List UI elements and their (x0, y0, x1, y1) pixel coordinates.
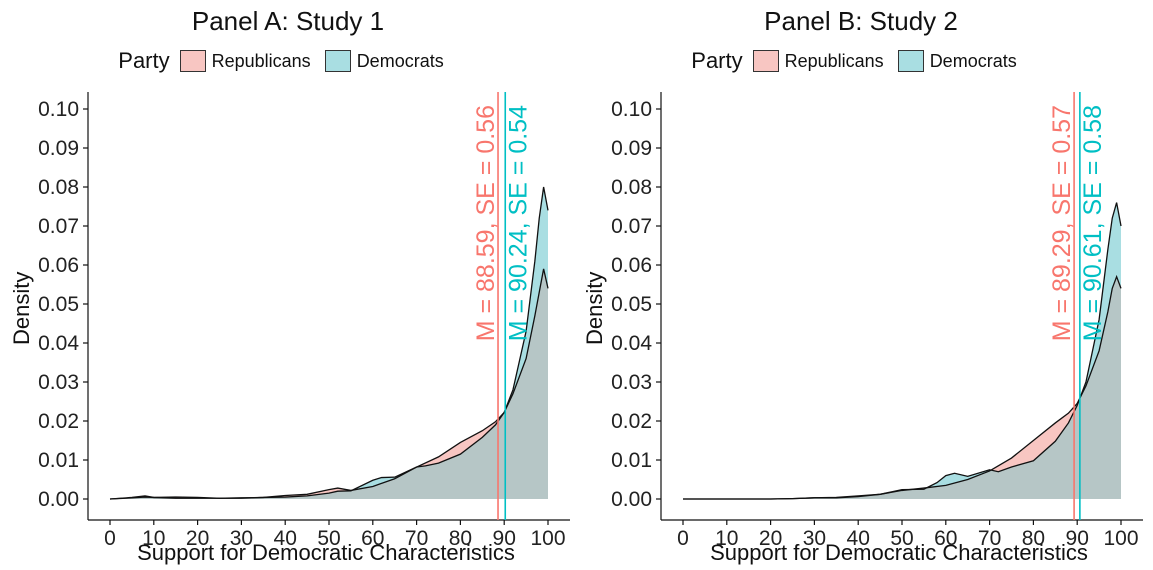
mean-label-democrats: M = 90.61, SE = 0.58 (1079, 105, 1107, 341)
legend-key-democrats (324, 50, 351, 72)
x-tick-label: 40 (274, 527, 297, 550)
y-tick-label: 0.02 (611, 410, 652, 433)
area-overlap (110, 268, 548, 499)
chart-title: Panel B: Study 2 (764, 6, 958, 36)
x-tick-label: 60 (361, 527, 384, 550)
area-overlap (683, 276, 1121, 499)
y-tick-label: 0.01 (38, 449, 79, 472)
legend: Party Republicans Democrats (0, 48, 576, 74)
y-tick-label: 0.08 (611, 176, 652, 199)
x-tick-label: 50 (890, 527, 913, 550)
x-tick-label: 100 (530, 527, 565, 550)
y-tick-label: 0.01 (611, 449, 652, 472)
y-tick-label: 0.07 (38, 215, 79, 238)
x-tick-label: 80 (1022, 527, 1045, 550)
x-tick-label: 40 (847, 527, 870, 550)
y-tick-label: 0.03 (611, 371, 652, 394)
x-axis-label: Support for Democratic Characteristics (137, 540, 515, 565)
y-tick-label: 0.08 (38, 176, 79, 199)
legend-title: Party (118, 48, 170, 73)
y-tick-label: 0.10 (611, 98, 652, 121)
legend-label-republicans: Republicans (211, 50, 311, 71)
mean-label-republicans: M = 88.59, SE = 0.56 (472, 105, 500, 341)
panel-b: Panel B: Study 2 Party Republicans Democ… (573, 0, 1149, 570)
x-tick-label: 90 (1066, 527, 1089, 550)
legend-key-republicans (179, 50, 206, 72)
legend: Party Republicans Democrats (573, 48, 1149, 74)
x-tick-label: 10 (142, 527, 165, 550)
legend-label-democrats: Democrats (929, 50, 1017, 71)
y-tick-label: 0.02 (38, 410, 79, 433)
x-tick-label: 90 (493, 527, 516, 550)
density-line-republicans (109, 268, 549, 500)
y-tick-label: 0.10 (38, 98, 79, 121)
x-tick-label: 60 (934, 527, 957, 550)
x-tick-label: 10 (715, 527, 738, 550)
x-tick-label: 0 (677, 527, 689, 550)
x-tick-label: 20 (186, 527, 209, 550)
density-line-democrats (683, 202, 1122, 500)
y-tick-label: 0.00 (38, 488, 79, 511)
x-tick-label: 70 (405, 527, 428, 550)
y-tick-label: 0.04 (38, 332, 79, 355)
x-tick-label: 30 (803, 527, 826, 550)
y-tick-label: 0.05 (611, 293, 652, 316)
mean-label-republicans: M = 89.29, SE = 0.57 (1048, 105, 1076, 341)
chart-title: Panel A: Study 1 (191, 6, 385, 36)
x-tick-label: 20 (759, 527, 782, 550)
y-tick-label: 0.05 (38, 293, 79, 316)
legend-label-democrats: Democrats (356, 50, 444, 71)
y-tick-label: 0.09 (38, 137, 79, 160)
mean-label-democrats: M = 90.24, SE = 0.54 (504, 105, 532, 341)
density-plot: 0.00 0.01 0.02 0.03 0.04 0.05 0.06 0.07 0.08 0.09… (611, 92, 1143, 550)
legend-title: Party (691, 48, 743, 73)
legend-key-democrats (897, 50, 924, 72)
x-tick-label: 80 (449, 527, 472, 550)
y-tick-label: 0.07 (611, 215, 652, 238)
density-line-democrats (109, 186, 549, 500)
x-tick-label: 50 (317, 527, 340, 550)
y-tick-label: 0.03 (38, 371, 79, 394)
legend-key-republicans (752, 50, 779, 72)
legend-label-republicans: Republicans (784, 50, 884, 71)
x-tick-label: 0 (104, 527, 116, 550)
x-tick-label: 100 (1103, 527, 1138, 550)
y-tick-label: 0.09 (611, 137, 652, 160)
x-tick-label: 70 (978, 527, 1001, 550)
x-tick-label: 30 (230, 527, 253, 550)
y-tick-label: 0.00 (611, 488, 652, 511)
y-tick-label: 0.04 (611, 332, 652, 355)
y-tick-label: 0.06 (38, 254, 79, 277)
x-axis-label: Support for Democratic Characteristics (710, 540, 1088, 565)
y-tick-label: 0.06 (611, 254, 652, 277)
panel-a: Panel A: Study 1 Party Republicans Democ… (0, 0, 576, 570)
density-plot: 0.00 0.01 0.02 0.03 0.04 0.05 0.06 0.07 0.08 0.09… (38, 92, 570, 550)
